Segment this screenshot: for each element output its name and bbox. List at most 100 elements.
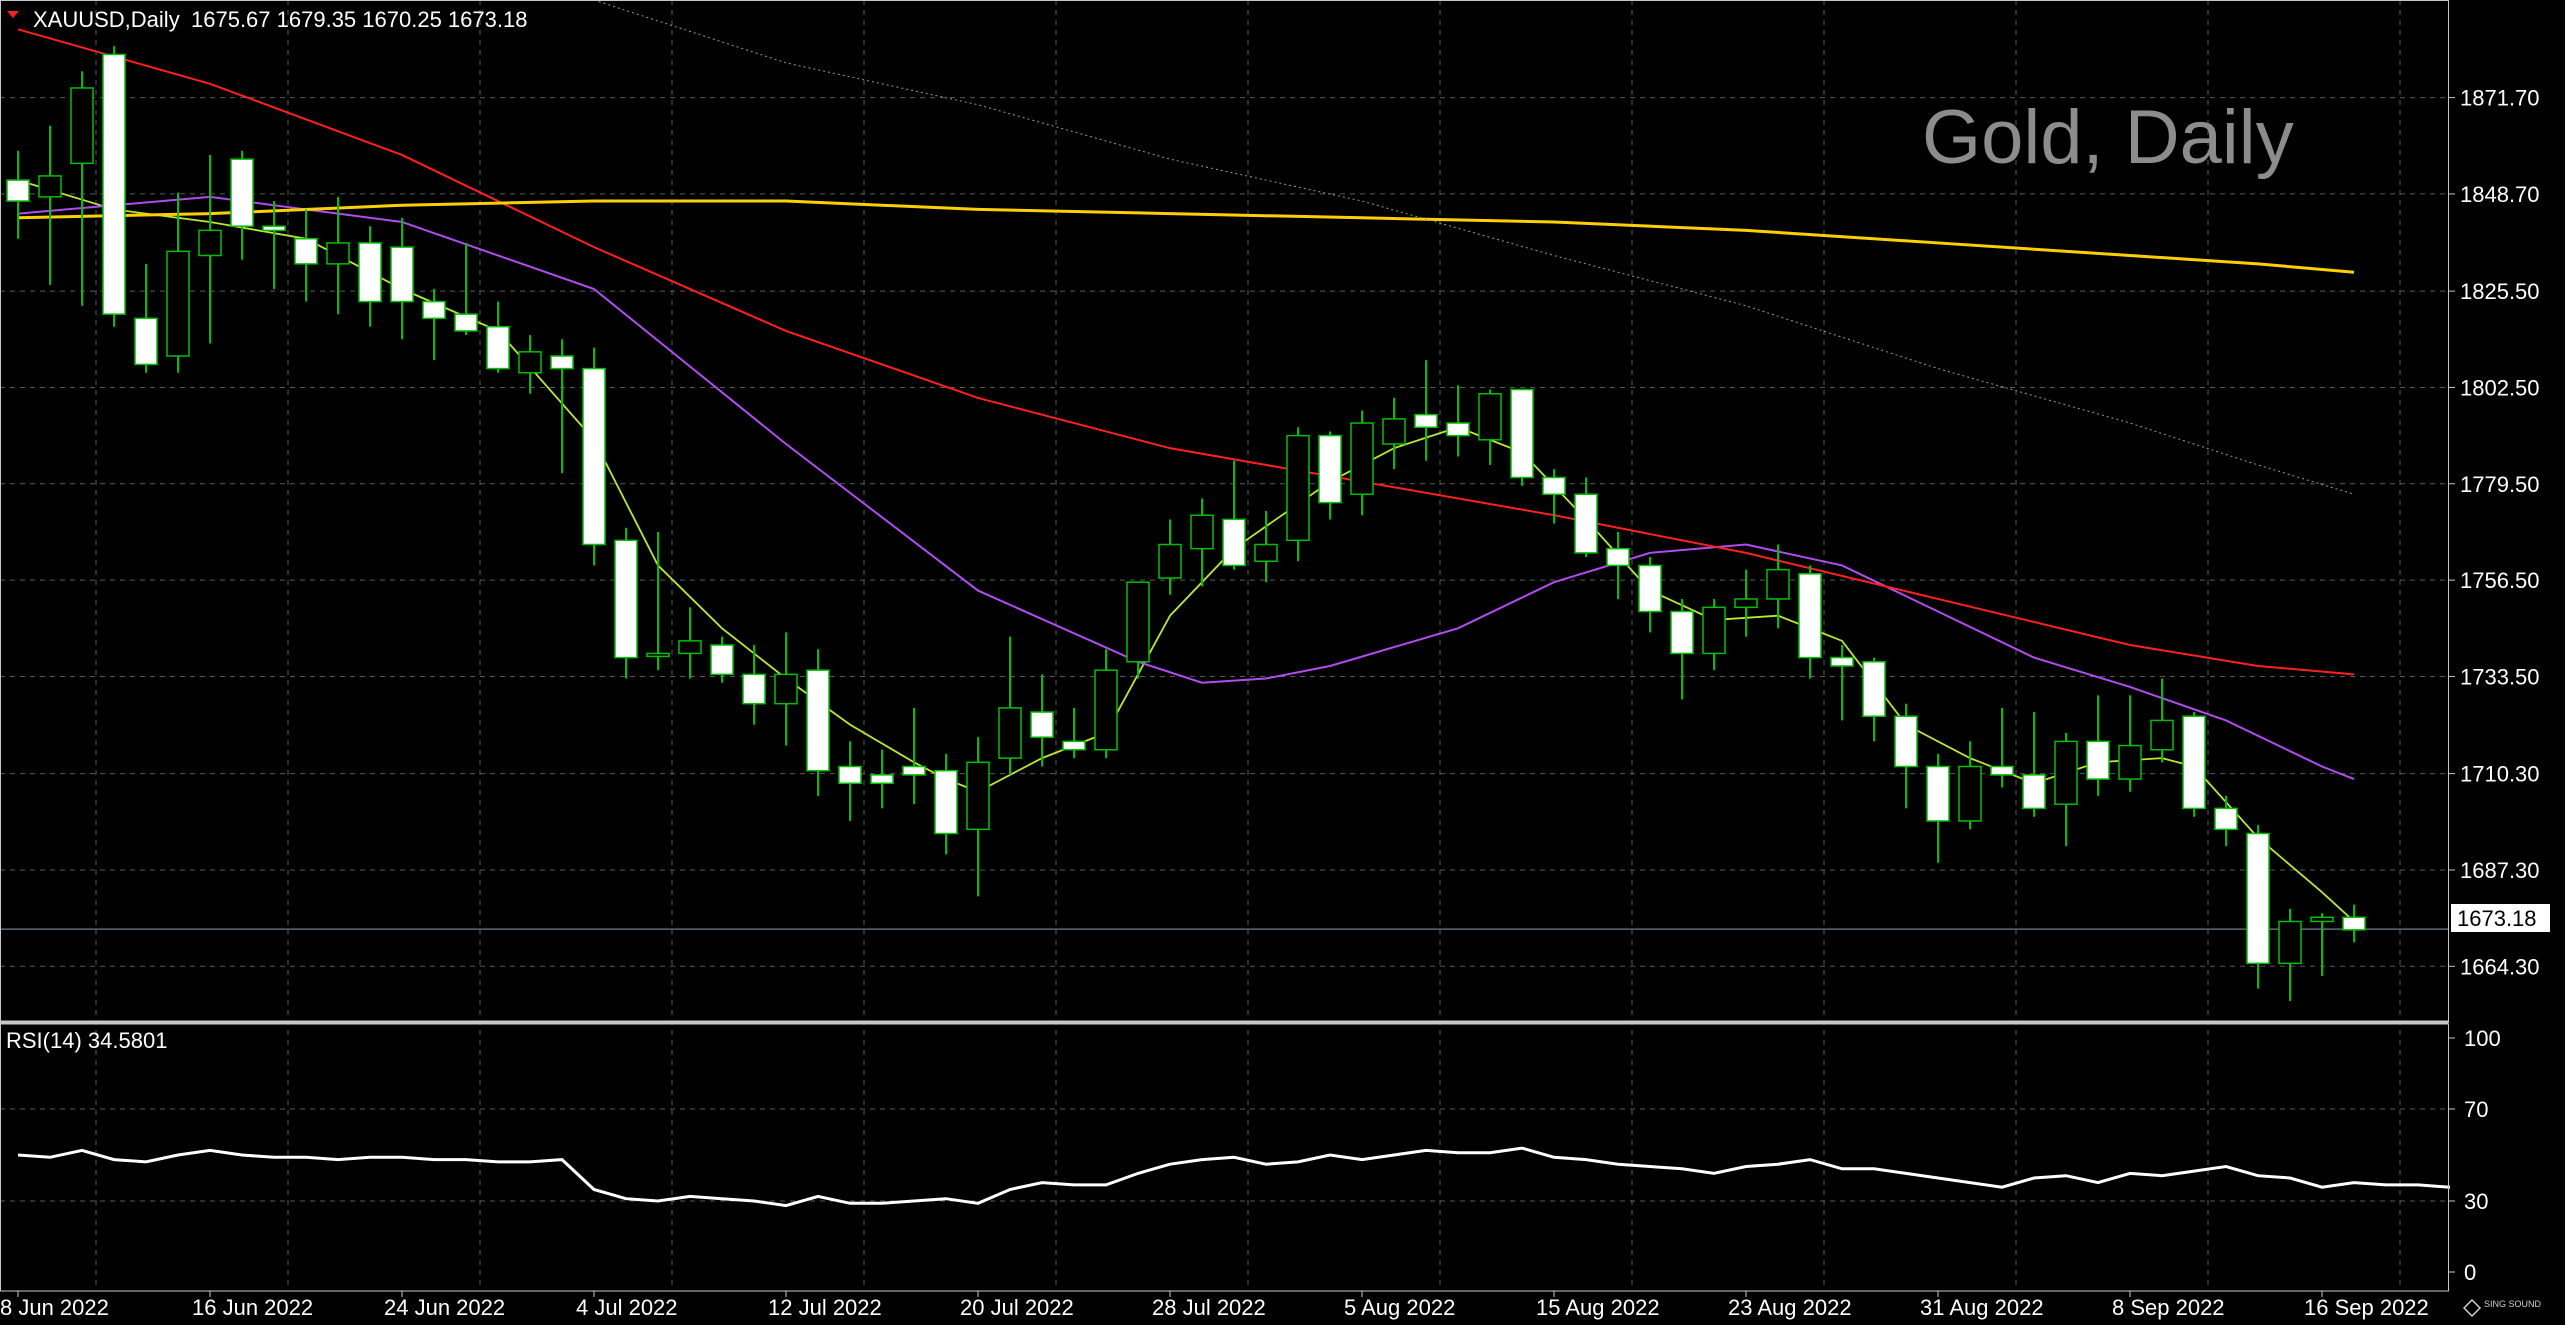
candle (934, 753, 958, 855)
candle-body (38, 175, 62, 198)
candle (230, 150, 254, 260)
candle-body (1414, 413, 1438, 428)
candle-body (454, 313, 478, 332)
candle (678, 607, 702, 679)
candle-body (1894, 715, 1918, 768)
candle (1382, 397, 1406, 470)
candle (1030, 674, 1054, 767)
candle-body (326, 242, 350, 265)
date-tick-label: 20 Jul 2022 (960, 1295, 1074, 1320)
candle-body (774, 673, 798, 705)
candle-body (1574, 493, 1598, 554)
candle (966, 737, 990, 897)
candle (614, 527, 638, 679)
candle-body (998, 707, 1022, 759)
candle (1734, 569, 1758, 637)
candle-body (2214, 807, 2238, 831)
candle (1286, 427, 1310, 562)
date-tick-label: 23 Aug 2022 (1728, 1295, 1852, 1320)
candle-body (1830, 656, 1854, 667)
grid-main (0, 0, 2448, 1290)
symbol-timeframe: XAUUSD,Daily (33, 7, 180, 32)
candle-body (742, 673, 766, 705)
candle-body (1798, 573, 1822, 659)
candle (454, 242, 478, 336)
candle (2086, 695, 2110, 796)
candle-body (614, 539, 638, 659)
brand-text: SING SOUND (2484, 1299, 2542, 1309)
candle (710, 636, 734, 683)
candle-body (2118, 744, 2142, 780)
candle (1862, 657, 1886, 742)
candle-body (390, 246, 414, 303)
last-price-tag: 1673.18 (2451, 904, 2550, 932)
candle-body (1030, 711, 1054, 738)
candle-body (166, 250, 190, 357)
rsi-panel-border (0, 1023, 2449, 1292)
candle (1798, 565, 1822, 679)
candle (1574, 477, 1598, 558)
candle (998, 636, 1022, 775)
price-tick-label: 1871.70 (2460, 86, 2540, 111)
brand-logo: SING SOUND (2462, 1298, 2542, 1318)
candle-body (2246, 832, 2270, 965)
candle-body (422, 300, 446, 320)
candle (1606, 531, 1630, 599)
candle-body (1862, 661, 1886, 717)
candle (1350, 410, 1374, 516)
candle-body (1446, 422, 1470, 437)
candle (2118, 695, 2142, 792)
date-tick-label: 24 Jun 2022 (384, 1295, 505, 1320)
price-tick-label: 1733.50 (2460, 664, 2540, 689)
candle-body (1158, 543, 1182, 579)
candle (2342, 904, 2366, 943)
candle (1094, 649, 1118, 759)
candlesticks (6, 46, 2366, 1002)
date-tick-label: 8 Jun 2022 (0, 1295, 109, 1320)
candle-body (70, 87, 94, 165)
candle-body (2150, 719, 2174, 751)
candle-body (902, 765, 926, 776)
candle (294, 209, 318, 302)
rsi-tick-label: 30 (2464, 1189, 2488, 1214)
candle-body (6, 179, 30, 202)
candle-body (1990, 765, 2014, 776)
candle-body (710, 644, 734, 676)
candle-body (1926, 765, 1950, 822)
candle (358, 226, 382, 327)
candle (6, 150, 30, 239)
candle (1414, 360, 1438, 461)
date-tick-label: 8 Sep 2022 (2112, 1295, 2225, 1320)
candle-body (1478, 392, 1502, 441)
candle-body (2022, 774, 2046, 810)
rsi-line (17, 1146, 2451, 1208)
candle-body (870, 774, 894, 785)
price-tick-label: 1802.50 (2460, 375, 2540, 400)
date-tick-label: 31 Aug 2022 (1920, 1295, 2044, 1320)
candle (1926, 753, 1950, 863)
candle (2022, 712, 2046, 817)
candle (1190, 498, 1214, 587)
price-tick-label: 1848.70 (2460, 182, 2540, 207)
date-tick-label: 5 Aug 2022 (1344, 1295, 1455, 1320)
candle (806, 649, 830, 796)
date-axis: 8 Jun 2022 16 Jun 2022 24 Jun 2022 4 Jul 20… (0, 1291, 2429, 1320)
date-tick-label: 16 Sep 2022 (2304, 1295, 2429, 1320)
price-tick-label: 1779.50 (2460, 472, 2540, 497)
chart-watermark: Gold, Daily (1922, 95, 2294, 180)
diamond-icon (2462, 1298, 2482, 1318)
last-price-value: 1673.18 (2457, 906, 2537, 931)
candle (1510, 388, 1534, 486)
candle (838, 741, 862, 821)
candle-body (1094, 669, 1118, 751)
triangle-down-icon[interactable] (7, 11, 19, 18)
candle-body (198, 229, 222, 257)
candle-body (2182, 715, 2206, 810)
candle-body (358, 242, 382, 303)
candle-body (1958, 765, 1982, 822)
candle-body (1254, 543, 1278, 563)
candle (1478, 389, 1502, 465)
candle-body (1606, 547, 1630, 567)
candle-body (1062, 740, 1086, 751)
